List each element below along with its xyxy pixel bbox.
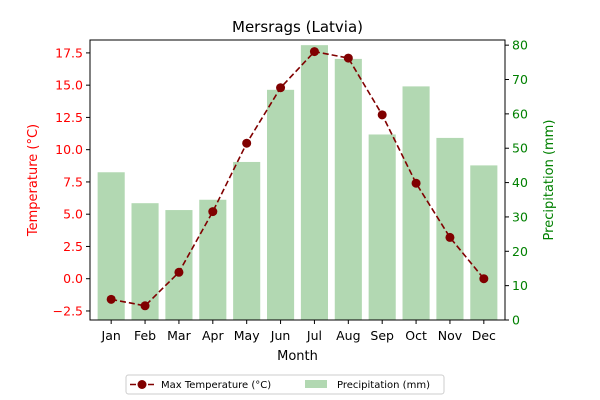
right-tick-label: 30	[512, 209, 528, 224]
temperature-point-aug	[343, 53, 353, 63]
right-tick-label: 40	[512, 175, 528, 190]
x-axis-label: Month	[277, 349, 318, 364]
right-tick-label: 20	[512, 244, 528, 259]
left-tick-label: 2.5	[63, 239, 83, 254]
precipitation-bar-jul	[300, 45, 328, 320]
precipitation-bar-dec	[470, 165, 498, 320]
x-tick-label-nov: Nov	[438, 328, 463, 343]
left-tick-label: 0.0	[63, 271, 83, 286]
legend-bar-swatch	[305, 380, 327, 388]
temperature-point-feb	[140, 301, 150, 311]
left-tick-label: 17.5	[55, 45, 83, 60]
right-tick-label: 80	[512, 38, 528, 53]
left-tick-label: 5.0	[63, 207, 83, 222]
x-tick-label-apr: Apr	[202, 328, 224, 343]
x-tick-label-jun: Jun	[270, 328, 291, 343]
x-tick-label-sep: Sep	[370, 328, 394, 343]
chart-title: Mersrags (Latvia)	[232, 18, 363, 36]
legend-label-precipitation: Precipitation (mm)	[337, 380, 430, 391]
precipitation-bar-apr	[199, 199, 227, 320]
temperature-point-jan	[106, 294, 116, 304]
x-tick-label-jan: Jan	[101, 328, 121, 343]
temperature-point-may	[242, 138, 252, 148]
temperature-point-oct	[411, 178, 421, 188]
x-tick-label-mar: Mar	[167, 328, 191, 343]
left-tick-label: 15.0	[55, 78, 83, 93]
legend-marker-swatch	[137, 380, 147, 389]
right-tick-label: 0	[512, 313, 520, 328]
precipitation-bar-aug	[334, 58, 362, 321]
precipitation-bar-feb	[131, 203, 159, 320]
right-axis-label: Precipitation (mm)	[542, 120, 557, 241]
right-tick-label: 50	[512, 141, 528, 156]
legend-box	[125, 374, 445, 395]
precipitation-bar-mar	[165, 210, 193, 320]
precipitation-bar-may	[233, 161, 261, 320]
right-tick-label: 10	[512, 278, 528, 293]
temperature-point-dec	[479, 274, 489, 284]
left-tick-label: 12.5	[55, 110, 83, 125]
left-axis-label: Temperature (°C)	[26, 124, 41, 237]
temperature-point-jun	[276, 83, 286, 93]
left-tick-label: 10.0	[55, 142, 83, 157]
legend-label-temperature: Max Temperature (°C)	[161, 380, 271, 391]
precipitation-bar-nov	[436, 137, 464, 320]
temperature-point-mar	[174, 267, 184, 277]
left-tick-label: 7.5	[63, 174, 83, 189]
left-tick-label: −2.5	[53, 303, 83, 318]
x-tick-label-may: May	[234, 328, 260, 343]
x-tick-label-dec: Dec	[472, 328, 496, 343]
temperature-point-apr	[208, 207, 218, 217]
right-tick-label: 60	[512, 106, 528, 121]
precipitation-bar-jun	[267, 89, 295, 320]
temperature-point-jul	[309, 47, 319, 57]
temperature-point-nov	[445, 232, 455, 242]
x-tick-label-aug: Aug	[336, 328, 360, 343]
plot-frame	[89, 39, 506, 321]
precipitation-bar-oct	[402, 86, 430, 320]
x-tick-label-oct: Oct	[405, 328, 427, 343]
temperature-point-sep	[377, 110, 387, 120]
right-tick-label: 70	[512, 72, 528, 87]
precipitation-bar-sep	[368, 134, 396, 320]
temperature-line	[111, 50, 485, 307]
x-tick-label-feb: Feb	[134, 328, 156, 343]
x-tick-label-jul: Jul	[306, 328, 322, 343]
